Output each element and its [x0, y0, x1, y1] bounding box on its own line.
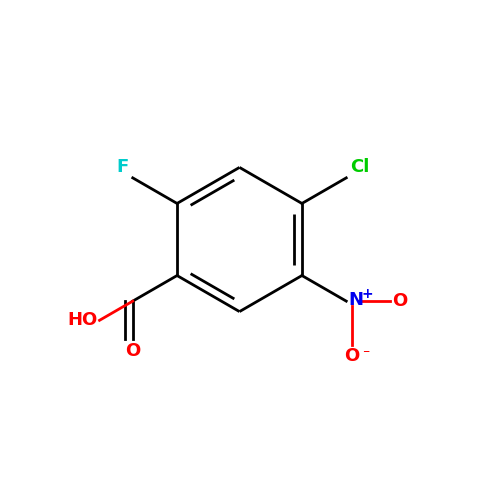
Text: N: N	[348, 291, 363, 309]
Text: F: F	[117, 158, 129, 175]
Text: Cl: Cl	[350, 158, 369, 175]
Text: O: O	[392, 292, 407, 310]
Text: O: O	[344, 347, 359, 365]
Text: O: O	[125, 342, 140, 360]
Text: HO: HO	[67, 311, 97, 330]
Text: ⁻: ⁻	[362, 347, 369, 361]
Text: +: +	[361, 287, 373, 301]
